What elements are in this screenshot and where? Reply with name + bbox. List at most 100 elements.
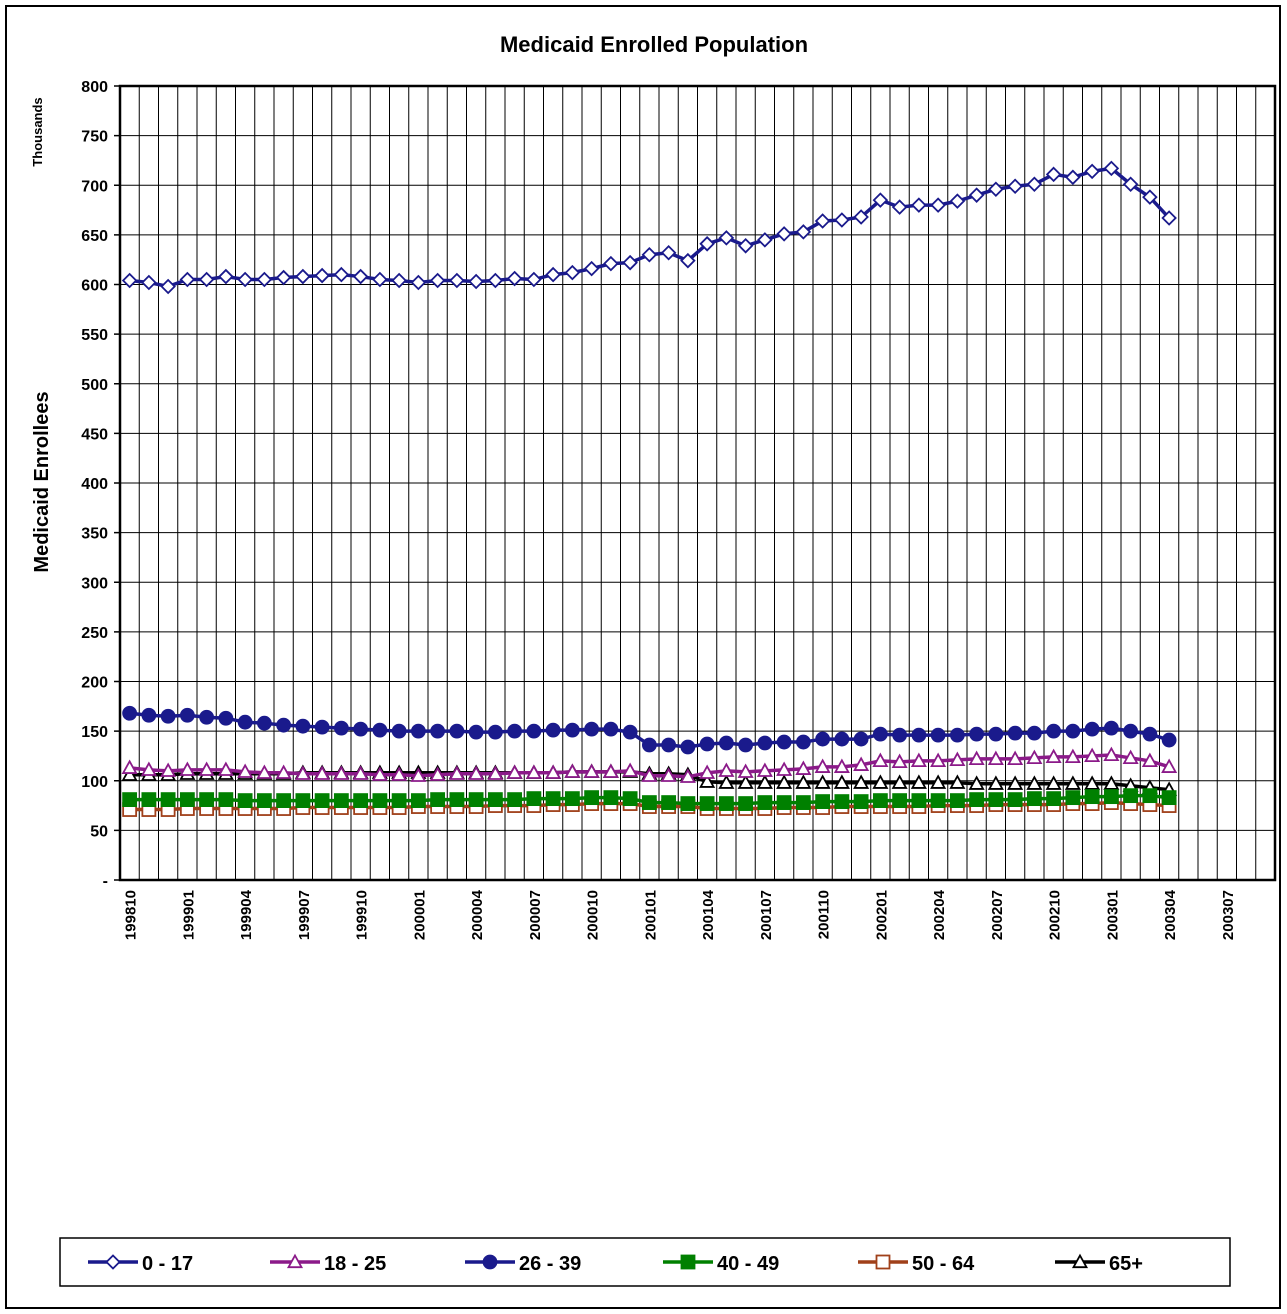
point <box>795 760 812 775</box>
point <box>814 774 831 789</box>
point <box>391 766 408 781</box>
point <box>430 723 446 739</box>
point <box>699 773 716 788</box>
point <box>1026 725 1042 741</box>
point <box>372 793 388 808</box>
point <box>487 272 504 289</box>
point <box>834 212 850 228</box>
y-tick-label: 300 <box>81 575 108 592</box>
point <box>1007 725 1023 741</box>
point <box>507 792 523 808</box>
point <box>583 260 600 277</box>
point <box>256 764 273 779</box>
point <box>795 774 812 789</box>
y-tick-label: 500 <box>81 377 108 394</box>
point <box>468 724 484 740</box>
point <box>1161 210 1177 226</box>
point <box>1142 189 1158 205</box>
x-tick-label: 200001 <box>411 890 428 940</box>
y-tick-label: - <box>103 873 108 890</box>
point <box>295 268 311 285</box>
point <box>968 187 985 203</box>
point <box>776 795 792 810</box>
point <box>969 792 985 808</box>
point <box>1103 789 1119 805</box>
point <box>295 718 311 734</box>
point <box>949 774 966 789</box>
point <box>930 727 946 743</box>
point <box>622 762 639 777</box>
point <box>738 796 754 811</box>
point <box>506 764 523 779</box>
x-tick-label: 200101 <box>642 890 659 940</box>
point <box>718 796 734 811</box>
point <box>795 734 811 750</box>
point <box>372 722 388 738</box>
point <box>699 764 716 779</box>
point <box>353 793 369 808</box>
point <box>1161 758 1178 773</box>
point <box>314 793 330 808</box>
point <box>141 792 157 808</box>
point <box>1123 788 1139 804</box>
legend-label: 65+ <box>1109 1253 1143 1275</box>
y-axis-unit: Thousands <box>30 97 45 166</box>
point <box>679 768 696 783</box>
point <box>795 795 811 810</box>
point <box>756 774 773 789</box>
y-tick-label: 600 <box>81 278 108 295</box>
legend-marker <box>105 1254 121 1270</box>
point <box>872 793 888 808</box>
plot-border <box>118 84 1277 882</box>
point <box>1065 790 1081 806</box>
point <box>141 707 157 723</box>
point <box>853 731 869 747</box>
point <box>372 271 388 288</box>
point <box>1084 775 1101 790</box>
point <box>737 238 754 254</box>
point <box>1084 789 1100 805</box>
point <box>1065 169 1081 186</box>
point <box>237 763 254 778</box>
point <box>622 724 638 740</box>
point <box>237 271 253 288</box>
point <box>121 272 138 289</box>
y-tick-label: 150 <box>81 724 108 741</box>
legend-label: 18 - 25 <box>324 1253 386 1275</box>
point <box>1064 775 1081 790</box>
point <box>718 774 735 789</box>
point <box>276 793 292 808</box>
x-tick-label: 200207 <box>989 890 1006 940</box>
point <box>526 271 542 288</box>
point <box>834 731 850 747</box>
point <box>699 236 715 252</box>
point <box>949 727 965 743</box>
point <box>448 765 465 780</box>
point <box>776 734 792 750</box>
y-tick-label: 650 <box>81 228 108 245</box>
point <box>584 790 600 806</box>
y-tick-label: 350 <box>81 526 108 543</box>
point <box>468 792 484 808</box>
point <box>449 723 465 739</box>
point <box>853 794 869 809</box>
x-tick-label: 200107 <box>758 890 775 940</box>
point <box>545 266 561 283</box>
point <box>833 758 850 773</box>
y-tick-label: 100 <box>81 774 108 791</box>
point <box>391 723 407 739</box>
point <box>756 762 773 777</box>
point <box>217 761 234 776</box>
y-tick-label: 450 <box>81 426 108 443</box>
x-tick-label: 200201 <box>873 890 890 940</box>
legend-marker <box>875 1254 891 1270</box>
point <box>853 209 869 225</box>
point <box>853 756 870 771</box>
point <box>641 767 658 782</box>
point <box>1084 747 1101 763</box>
point <box>680 796 696 811</box>
legend-label: 26 - 39 <box>519 1253 581 1275</box>
point <box>1122 749 1139 765</box>
point <box>276 717 292 733</box>
x-tick-label: 200304 <box>1162 889 1179 940</box>
